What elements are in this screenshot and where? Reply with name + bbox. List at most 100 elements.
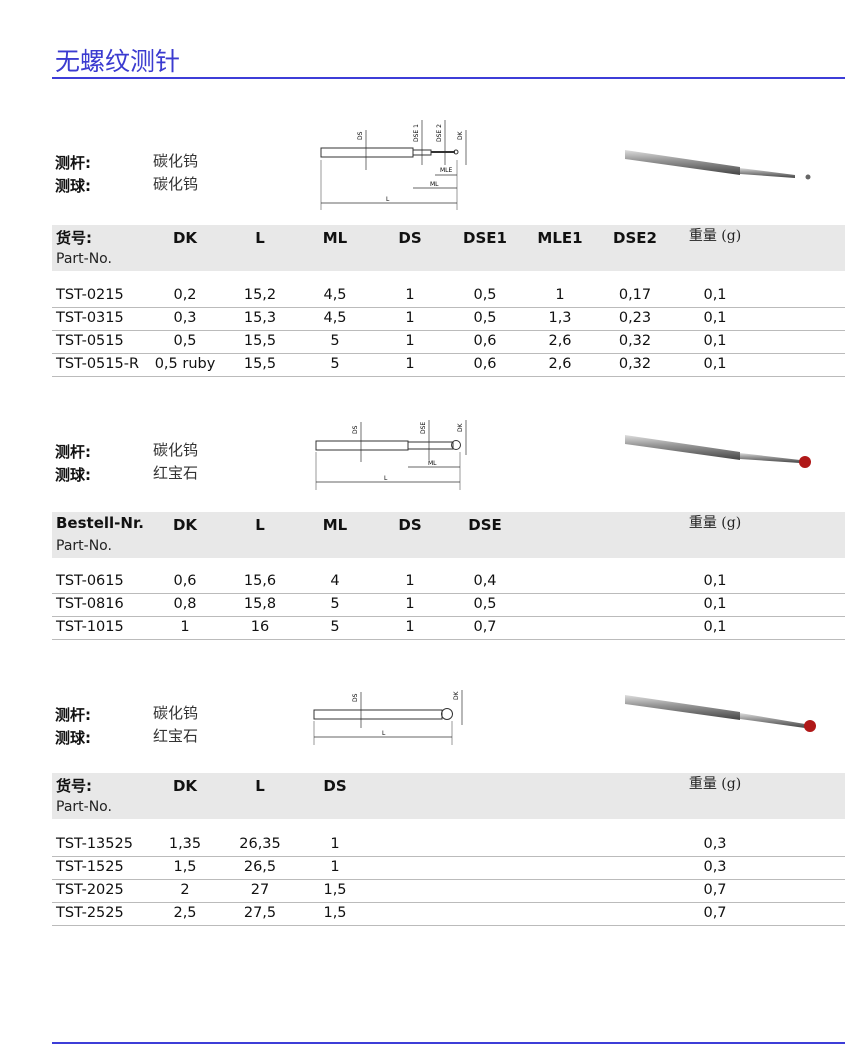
cell-dk: 0,5 [173, 333, 197, 349]
part-number: TST-0215 [56, 287, 124, 303]
cell-ml: 5 [330, 619, 340, 635]
ball-material: 红宝石 [153, 727, 199, 745]
cell-l: 27,5 [243, 905, 277, 921]
header-part-no-sub: Part-No. [56, 799, 112, 815]
column-header-mle1: MLE1 [537, 229, 583, 247]
cell-dk: 1 [180, 619, 190, 635]
ball-label: 测球: [55, 729, 91, 747]
cell-l: 15,8 [243, 596, 277, 612]
cell-dk: 0,6 [173, 573, 197, 589]
dimension-diagram: DS DSE DK ML L [315, 420, 467, 490]
table-row: TST-13525 1,35 26,35 1 0,3 [52, 833, 845, 857]
cell-dse1: 0,5 [473, 287, 497, 303]
part-number: TST-1015 [56, 619, 124, 635]
weight-value: 0,1 [703, 356, 727, 372]
cell-dse2: 0,17 [618, 287, 652, 303]
table-row: TST-0515-R 0,5 ruby 15,5 5 1 0,6 2,6 0,32 0,1 [52, 353, 845, 377]
column-header-l: L [255, 516, 265, 534]
column-header-l: L [255, 229, 265, 247]
svg-text:MLE: MLE [440, 167, 453, 174]
weight-value: 0,1 [703, 573, 727, 589]
cell-dk: 0,5 ruby [154, 356, 216, 372]
cell-dse1: 0,6 [473, 333, 497, 349]
part-number: TST-0816 [56, 596, 124, 612]
cell-mle1: 2,6 [548, 356, 572, 372]
cell-ml: 4,5 [323, 310, 347, 326]
cell-ds: 1,5 [323, 882, 347, 898]
ball-label: 测球: [55, 466, 91, 484]
table-row: TST-2025 2 27 1,5 0,7 [52, 879, 845, 903]
cell-dse: 0,5 [473, 596, 497, 612]
cell-ds: 1 [405, 573, 415, 589]
column-header-dk: DK [172, 516, 198, 534]
table-row: TST-0315 0,3 15,3 4,5 1 0,5 1,3 0,23 0,1 [52, 307, 845, 331]
svg-text:ML: ML [430, 181, 439, 188]
table-row: TST-0515 0,5 15,5 5 1 0,6 2,6 0,32 0,1 [52, 330, 845, 354]
header-part-number: 货号: [56, 777, 92, 795]
cell-l: 26,35 [239, 836, 281, 852]
cell-ds: 1 [405, 619, 415, 635]
part-number: TST-0615 [56, 573, 124, 589]
header-part-no-sub: Part-No. [56, 251, 112, 267]
stylus-product-image [625, 695, 816, 732]
cell-dk: 1,35 [168, 836, 202, 852]
weight-value: 0,7 [703, 905, 727, 921]
svg-text:L: L [384, 475, 388, 482]
column-header-dk: DK [172, 777, 198, 795]
shaft-material: 碳化钨 [153, 704, 199, 722]
svg-text:DSE 1: DSE 1 [413, 124, 420, 142]
svg-text:DSE 2: DSE 2 [436, 124, 443, 142]
column-header-ds: DS [398, 229, 422, 247]
cell-l: 15,3 [243, 310, 277, 326]
cell-dk: 0,8 [173, 596, 197, 612]
table-row: TST-0215 0,2 15,2 4,5 1 0,5 1 0,17 0,1 [52, 284, 845, 308]
svg-text:ML: ML [428, 460, 437, 467]
shaft-material: 碳化钨 [153, 152, 199, 170]
weight-value: 0,1 [703, 333, 727, 349]
cell-ds: 1 [330, 859, 340, 875]
part-number: TST-2525 [56, 905, 124, 921]
stylus-product-image [625, 150, 811, 180]
cell-ml: 4 [330, 573, 340, 589]
cell-ml: 5 [330, 356, 340, 372]
shaft-label: 测杆: [55, 443, 91, 461]
svg-text:DK: DK [457, 130, 464, 140]
svg-text:DK: DK [453, 690, 460, 700]
svg-text:DS: DS [357, 131, 364, 140]
part-number: TST-2025 [56, 882, 124, 898]
weight-value: 0,1 [703, 596, 727, 612]
cell-ml: 5 [330, 333, 340, 349]
cell-mle1: 1,3 [548, 310, 572, 326]
shaft-label: 测杆: [55, 706, 91, 724]
table-row: TST-1015 1 16 5 1 0,7 0,1 [52, 616, 845, 640]
header-part-number: 货号: [56, 229, 92, 247]
svg-text:L: L [382, 730, 386, 737]
part-number: TST-0315 [56, 310, 124, 326]
svg-text:DS: DS [352, 693, 359, 702]
column-header-dse: DSE [468, 516, 502, 534]
cell-ml: 5 [330, 596, 340, 612]
svg-text:DS: DS [352, 425, 359, 434]
part-number: TST-1525 [56, 859, 124, 875]
table-row: TST-0816 0,8 15,8 5 1 0,5 0,1 [52, 593, 845, 617]
cell-ds: 1 [405, 356, 415, 372]
table-header-band [52, 512, 845, 558]
cell-l: 16 [250, 619, 270, 635]
column-header-ml: ML [322, 229, 348, 247]
cell-dse1: 0,5 [473, 310, 497, 326]
header-weight: 重量 (g) [688, 776, 742, 792]
weight-value: 0,3 [703, 836, 727, 852]
cell-ds: 1 [405, 596, 415, 612]
cell-dk: 2 [180, 882, 190, 898]
cell-dse: 0,4 [473, 573, 497, 589]
cell-dk: 0,2 [173, 287, 197, 303]
weight-value: 0,1 [703, 310, 727, 326]
shaft-material: 碳化钨 [153, 441, 199, 459]
stylus-product-image [625, 435, 811, 468]
part-number: TST-13525 [56, 836, 133, 852]
header-weight: 重量 (g) [688, 228, 742, 244]
cell-ds: 1 [405, 310, 415, 326]
cell-dk: 0,3 [173, 310, 197, 326]
ball-material: 碳化钨 [153, 175, 199, 193]
column-header-dk: DK [172, 229, 198, 247]
